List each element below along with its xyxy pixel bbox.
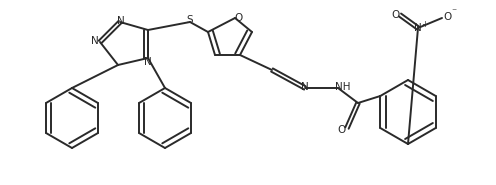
Text: N: N <box>144 57 152 67</box>
Text: N: N <box>91 36 99 46</box>
Text: O: O <box>234 13 242 23</box>
Text: +: + <box>422 19 429 28</box>
Text: N: N <box>414 23 422 33</box>
Text: N: N <box>117 16 125 26</box>
Text: ⁻: ⁻ <box>451 7 456 17</box>
Text: N: N <box>301 82 309 92</box>
Text: S: S <box>186 15 193 25</box>
Text: O: O <box>391 10 399 20</box>
Text: O: O <box>443 12 451 22</box>
Text: NH: NH <box>335 82 351 92</box>
Text: O: O <box>337 125 345 135</box>
